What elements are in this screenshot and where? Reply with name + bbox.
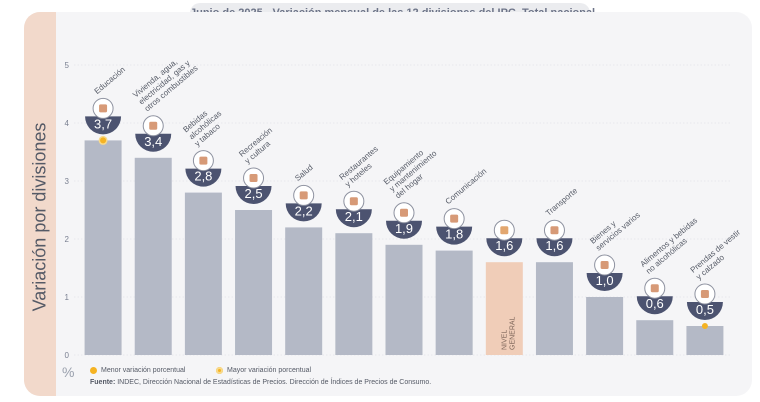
category-label-line: Salud <box>293 163 314 183</box>
bar <box>335 233 373 355</box>
value-badge <box>536 238 573 257</box>
min-marker <box>701 323 708 329</box>
chicken-icon-glyph <box>650 284 659 293</box>
value-label: 1,6 <box>495 238 513 253</box>
bar <box>586 297 624 355</box>
phone-icon-glyph <box>450 214 459 223</box>
sofa-icon-glyph <box>400 208 408 217</box>
value-badge <box>586 273 623 292</box>
category-label: Equipamientoy mantenimientodel hogar <box>382 142 445 201</box>
bar <box>686 326 724 355</box>
value-label: 1,0 <box>596 273 614 288</box>
value-label: 1,6 <box>545 238 563 253</box>
value-label: 0,6 <box>646 296 664 311</box>
source-note: Fuente: INDEC, Dirección Nacional de Est… <box>90 379 431 386</box>
y-tick-label: 4 <box>65 119 70 128</box>
legend-min-marker <box>90 367 97 374</box>
category-label: Transporte <box>544 186 580 218</box>
bus-icon-glyph <box>550 226 559 235</box>
value-label: 3,7 <box>94 116 112 131</box>
value-badge <box>85 116 122 135</box>
general-bar-label-line: NIVEL <box>501 330 508 350</box>
value-badge <box>235 186 272 204</box>
category-label-line: Educación <box>93 65 127 96</box>
category-label: Prendas de vestiry calzado <box>689 228 749 282</box>
category-label-line: Transporte <box>544 186 580 218</box>
first-aid-icon-glyph <box>299 191 308 200</box>
category-label: Bebidasalcohólicasy tabaco <box>181 102 229 148</box>
value-label: 1,9 <box>395 221 413 236</box>
source-label: Fuente: <box>90 379 116 386</box>
y-axis-unit: % <box>62 364 75 380</box>
legend-min: Menor variación porcentual <box>90 367 185 374</box>
bar <box>134 157 172 355</box>
bar <box>84 140 122 355</box>
legend-max: Mayor variación porcentual <box>216 367 311 374</box>
umbrella-icon-glyph <box>249 174 258 182</box>
category-label-line: Comunicación <box>444 167 489 206</box>
value-badge <box>686 302 723 320</box>
legend-min-label: Menor variación porcentual <box>101 367 186 374</box>
y-axis-band <box>24 12 56 396</box>
shopping-basket-icon-glyph <box>500 226 509 235</box>
category-label: Comunicación <box>444 167 489 206</box>
shirt-icon-glyph <box>700 290 709 298</box>
value-label: 2,1 <box>345 209 363 224</box>
value-label: 2,2 <box>295 203 313 218</box>
value-badge <box>285 203 322 222</box>
value-label: 2,5 <box>244 186 262 201</box>
book-icon-glyph <box>99 104 108 113</box>
value-badge <box>486 238 523 257</box>
y-tick-label: 2 <box>65 235 70 244</box>
cutlery-icon-glyph <box>349 197 358 206</box>
bar <box>385 244 423 355</box>
bar <box>636 320 674 355</box>
legend-max-label: Mayor variación porcentual <box>227 367 312 374</box>
value-badge <box>386 220 422 239</box>
y-tick-label: 1 <box>65 293 70 302</box>
max-marker <box>100 137 107 144</box>
bar <box>235 210 273 355</box>
value-badge <box>135 133 172 152</box>
value-badge <box>185 168 222 187</box>
lightbulb-icon-glyph <box>149 121 158 130</box>
category-label-line: Alimentos y bebidas <box>638 216 699 269</box>
bar <box>435 250 473 355</box>
legend-max-marker <box>216 367 223 374</box>
y-tick-label: 5 <box>65 61 70 70</box>
value-badge <box>436 226 473 245</box>
category-label: Educación <box>93 65 127 96</box>
general-bar-label: NIVELGENERAL <box>501 316 516 350</box>
value-label: 0,5 <box>696 302 714 317</box>
bottle-icon-glyph <box>199 156 208 165</box>
category-label: Recreacióny cultura <box>237 126 280 166</box>
category-label: Restaurantesy hoteles <box>338 144 386 188</box>
y-tick-label: 0 <box>65 351 70 360</box>
value-label: 2,8 <box>194 169 212 184</box>
value-badge <box>335 209 372 228</box>
scissors-icon-glyph <box>600 261 609 269</box>
value-label: 3,4 <box>144 134 162 149</box>
bar <box>535 262 573 355</box>
category-label: Bienes yservicios varios <box>588 204 641 253</box>
bar <box>285 227 323 355</box>
general-bar-label-line: GENERAL <box>509 316 516 350</box>
value-label: 1,8 <box>445 227 463 242</box>
category-label: Vivienda, agua,electricidad, gas yotros … <box>131 50 199 114</box>
y-tick-label: 3 <box>65 177 70 186</box>
bar <box>184 192 222 355</box>
bar-general <box>485 262 523 355</box>
value-badge <box>636 296 673 315</box>
source-text: INDEC, Dirección Nacional de Estadística… <box>115 379 432 386</box>
category-label: Salud <box>293 163 314 183</box>
